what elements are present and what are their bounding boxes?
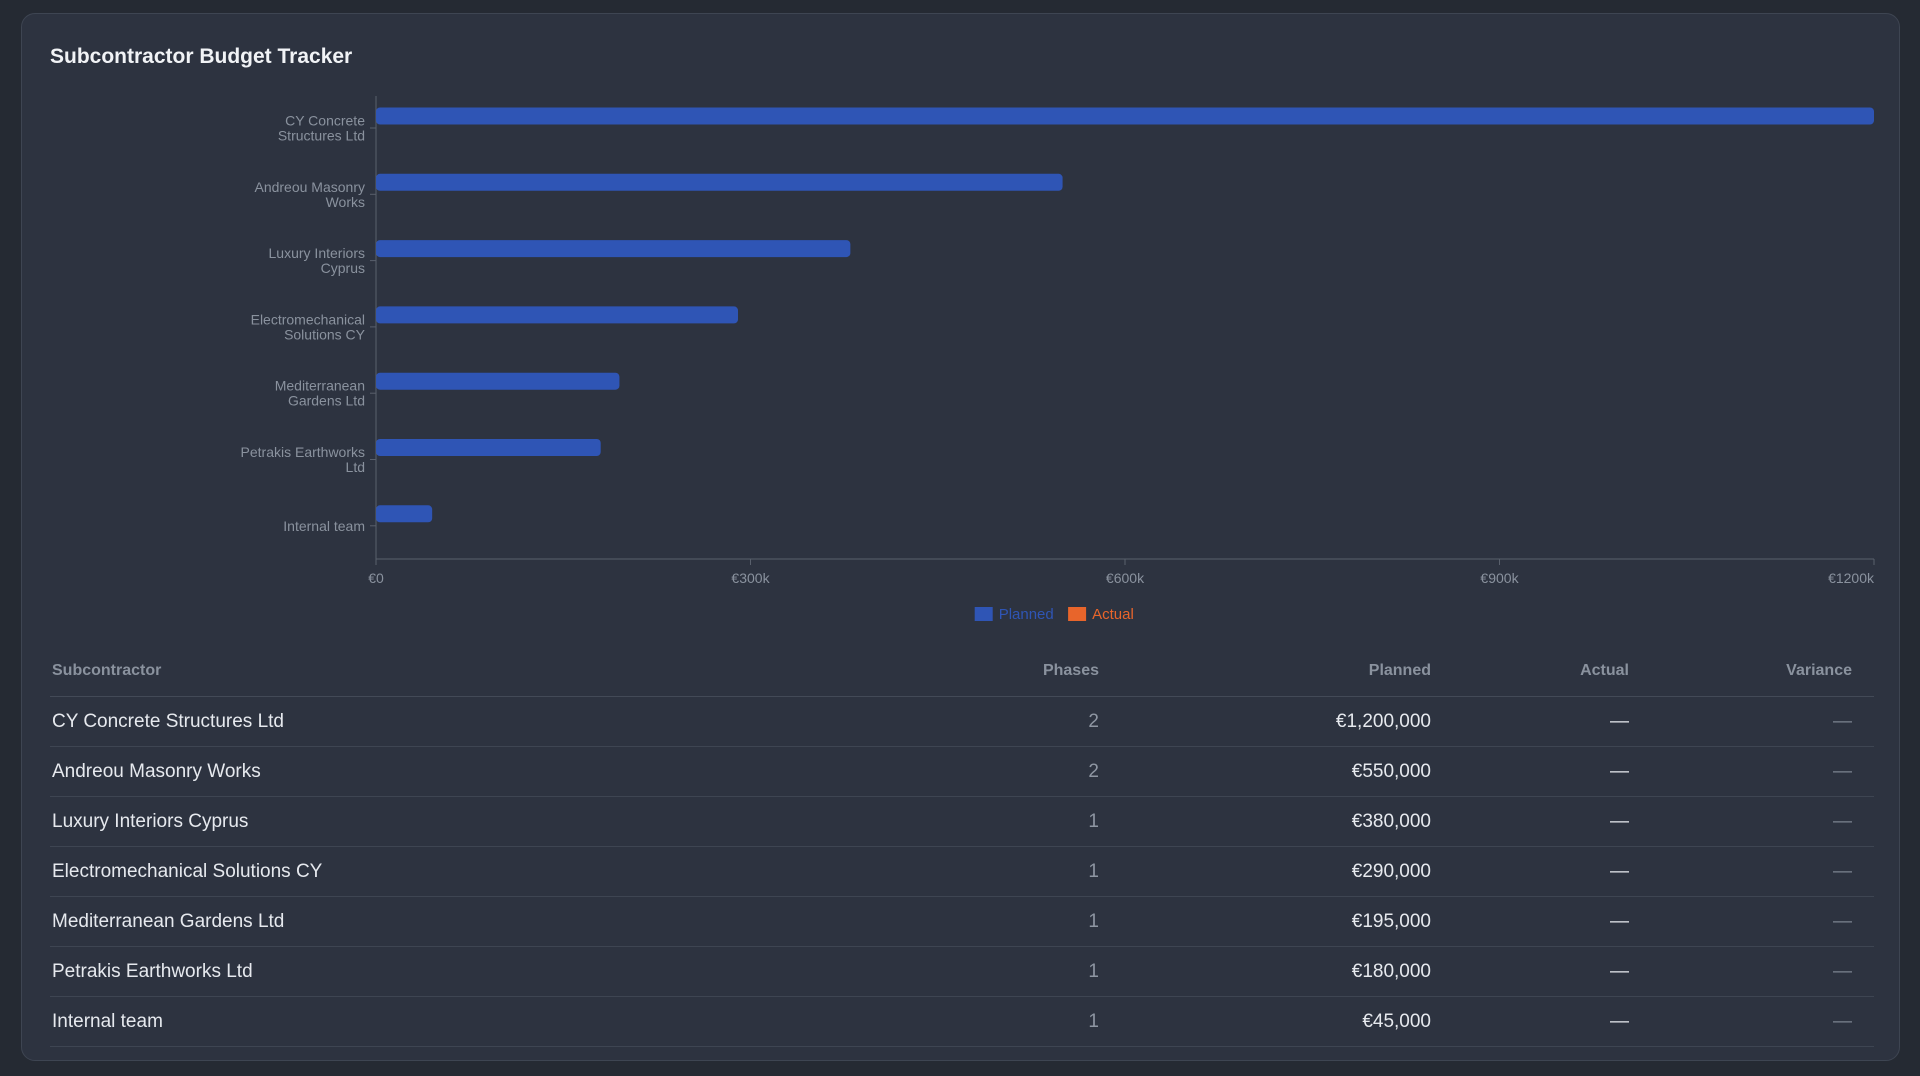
cell-phases: 1 (870, 996, 1121, 1047)
cell-variance: — (1651, 846, 1874, 897)
card-title: Subcontractor Budget Tracker (50, 45, 353, 68)
header-phases[interactable]: Phases (870, 646, 1121, 697)
table-header-row: Subcontractor Phases Planned Actual Vari… (50, 646, 1874, 697)
bar-planned (376, 505, 433, 523)
cell-actual: — (1453, 946, 1651, 997)
cell-planned: €290,000 (1121, 846, 1453, 897)
legend-label-planned: Planned (999, 606, 1054, 623)
cell-phases: 2 (870, 746, 1121, 797)
bar-planned (376, 240, 851, 258)
cell-actual: — (1453, 796, 1651, 847)
category-label: Petrakis Earthworks Ltd (241, 444, 365, 475)
x-tick-label: €300k (731, 570, 770, 586)
cell-actual: — (1453, 846, 1651, 897)
bar-planned (376, 107, 1874, 125)
x-tick-label: €1200k (1828, 570, 1875, 586)
budget-tracker-card: Subcontractor Budget Tracker €0 €300k €600… (21, 13, 1900, 1061)
cell-actual: — (1453, 746, 1651, 797)
bar-planned (376, 439, 601, 456)
cell-planned: €195,000 (1121, 896, 1453, 947)
x-tick-label: €900k (1480, 570, 1519, 586)
category-label: Andreou Masonry Works (254, 179, 365, 210)
cell-subcontractor: Internal team (50, 996, 870, 1047)
budget-table: Subcontractor Phases Planned Actual Vari… (50, 646, 1874, 1047)
cell-phases: 1 (870, 946, 1121, 997)
legend-swatch-actual (1068, 607, 1087, 621)
table-row[interactable]: Andreou Masonry Works 2 €550,000 — — (50, 746, 1874, 797)
budget-table-wrapper: Subcontractor Phases Planned Actual Vari… (50, 646, 1874, 1047)
table-row[interactable]: Internal team 1 €45,000 — — (50, 996, 1874, 1047)
cell-variance: — (1651, 796, 1874, 847)
cell-planned: €45,000 (1121, 996, 1453, 1047)
bar-planned (376, 306, 739, 324)
table-row[interactable]: Electromechanical Solutions CY 1 €290,00… (50, 846, 1874, 897)
cell-phases: 2 (870, 696, 1121, 747)
header-variance[interactable]: Variance (1651, 646, 1874, 697)
cell-actual: — (1453, 896, 1651, 947)
cell-planned: €1,200,000 (1121, 696, 1453, 747)
header-actual[interactable]: Actual (1453, 646, 1651, 697)
bar-planned (376, 372, 620, 390)
cell-subcontractor: Electromechanical Solutions CY (50, 846, 870, 897)
cell-variance: — (1651, 896, 1874, 947)
category-label: Luxury Interiors Cyprus (269, 245, 365, 276)
cell-subcontractor: CY Concrete Structures Ltd (50, 696, 870, 747)
x-tick-label: €0 (368, 570, 384, 586)
cell-planned: €380,000 (1121, 796, 1453, 847)
category-label: Mediterranean Gardens Ltd (275, 378, 365, 409)
cell-actual: — (1453, 696, 1651, 747)
x-tick-label: €600k (1106, 570, 1145, 586)
cell-planned: €550,000 (1121, 746, 1453, 797)
cell-subcontractor: Luxury Interiors Cyprus (50, 796, 870, 847)
legend-label-actual: Actual (1092, 606, 1134, 623)
cell-variance: — (1651, 696, 1874, 747)
cell-phases: 1 (870, 846, 1121, 897)
category-label: Electromechanical Solutions CY (251, 311, 366, 342)
header-planned[interactable]: Planned (1121, 646, 1453, 697)
legend-swatch-planned (974, 607, 993, 621)
cell-actual: — (1453, 996, 1651, 1047)
table-row[interactable]: Mediterranean Gardens Ltd 1 €195,000 — — (50, 896, 1874, 947)
category-label: CY Concrete Structures Ltd (278, 113, 365, 144)
cell-planned: €180,000 (1121, 946, 1453, 997)
cell-subcontractor: Petrakis Earthworks Ltd (50, 946, 870, 997)
budget-bar-chart: €0 €300k €600k €900k €1200k CY Concrete Struct… (241, 96, 1875, 623)
cell-variance: — (1651, 946, 1874, 997)
table-row[interactable]: CY Concrete Structures Ltd 2 €1,200,000 … (50, 696, 1874, 747)
cell-variance: — (1651, 996, 1874, 1047)
cell-subcontractor: Mediterranean Gardens Ltd (50, 896, 870, 947)
cell-phases: 1 (870, 896, 1121, 947)
header-subcontractor[interactable]: Subcontractor (50, 646, 870, 697)
bar-planned (376, 173, 1063, 191)
table-row[interactable]: Petrakis Earthworks Ltd 1 €180,000 — — (50, 946, 1874, 997)
cell-subcontractor: Andreou Masonry Works (50, 746, 870, 797)
category-label: Internal team (283, 518, 365, 534)
table-row[interactable]: Luxury Interiors Cyprus 1 €380,000 — — (50, 796, 1874, 847)
cell-phases: 1 (870, 796, 1121, 847)
cell-variance: — (1651, 746, 1874, 797)
